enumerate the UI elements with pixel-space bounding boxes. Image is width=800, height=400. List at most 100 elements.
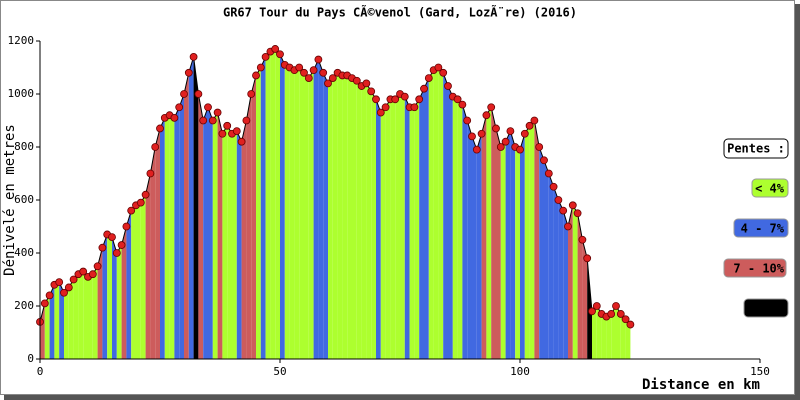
profile-point bbox=[520, 129, 529, 138]
profile-point bbox=[501, 137, 510, 146]
profile-point bbox=[55, 278, 64, 287]
profile-point bbox=[400, 92, 409, 101]
slope-stripe bbox=[361, 83, 367, 360]
slope-stripe bbox=[620, 313, 626, 359]
slope-stripe bbox=[476, 133, 482, 359]
profile-point bbox=[506, 127, 515, 136]
slope-stripe bbox=[534, 120, 540, 359]
slope-stripe bbox=[174, 107, 180, 359]
slope-stripe bbox=[188, 56, 194, 360]
slope-stripe bbox=[92, 266, 98, 359]
x-tick-label: 100 bbox=[510, 365, 530, 378]
slope-stripe bbox=[481, 115, 487, 359]
legend-swatch bbox=[751, 178, 789, 198]
profile-point bbox=[468, 132, 476, 141]
slope-stripe bbox=[500, 141, 506, 359]
x-tick-label: 50 bbox=[273, 365, 286, 378]
profile-point bbox=[612, 302, 620, 310]
slope-stripe bbox=[289, 67, 295, 359]
slope-stripe bbox=[433, 67, 439, 359]
legend-title: Pentes : bbox=[727, 142, 785, 156]
slope-stripe bbox=[203, 107, 208, 359]
slope-stripe bbox=[467, 120, 472, 359]
profile-point bbox=[93, 262, 102, 271]
slope-stripe bbox=[44, 295, 50, 359]
profile-point bbox=[549, 182, 558, 191]
slope-stripe bbox=[496, 128, 501, 359]
profile-point bbox=[516, 145, 524, 154]
profile-point bbox=[535, 143, 544, 151]
profile-point bbox=[79, 267, 88, 276]
slope-stripe bbox=[347, 75, 352, 359]
profile-point bbox=[554, 196, 563, 204]
slope-stripe bbox=[112, 237, 117, 359]
slope-stripe bbox=[323, 72, 328, 360]
profile-point bbox=[141, 190, 150, 199]
slope-stripe bbox=[49, 284, 55, 359]
profile-point bbox=[540, 156, 548, 165]
slope-stripe bbox=[510, 131, 516, 359]
slope-stripe bbox=[404, 96, 410, 360]
profile-point bbox=[314, 55, 323, 64]
profile-point bbox=[88, 270, 97, 279]
profile-point bbox=[136, 198, 145, 207]
x-axis-label: Distance en km bbox=[642, 377, 760, 393]
profile-point bbox=[256, 63, 265, 72]
slope-stripe bbox=[83, 271, 88, 359]
profile-point bbox=[156, 124, 164, 133]
slope-stripe bbox=[184, 72, 189, 360]
profile-point bbox=[568, 201, 577, 210]
slope-stripe bbox=[385, 99, 391, 360]
slope-stripe bbox=[222, 125, 228, 359]
profile-point bbox=[410, 103, 419, 112]
profile-point bbox=[458, 100, 467, 109]
slope-stripe bbox=[491, 107, 496, 359]
profile-point bbox=[607, 310, 616, 318]
profile-point bbox=[477, 129, 486, 138]
profile-point bbox=[381, 103, 390, 112]
slope-stripe bbox=[428, 70, 434, 360]
profile-point bbox=[127, 206, 136, 215]
slope-stripe bbox=[448, 86, 453, 360]
profile-point bbox=[453, 95, 462, 104]
profile-point bbox=[69, 275, 78, 284]
y-tick-label: 1200 bbox=[8, 34, 35, 47]
slope-stripe bbox=[452, 96, 458, 360]
profile-point bbox=[367, 87, 376, 96]
profile-point bbox=[64, 283, 73, 292]
slope-stripe bbox=[563, 210, 568, 359]
slope-stripe bbox=[217, 112, 223, 359]
profile-point bbox=[496, 143, 505, 151]
profile-point bbox=[122, 222, 131, 231]
slope-stripe bbox=[328, 78, 333, 359]
slope-stripe bbox=[380, 107, 386, 359]
profile-point bbox=[588, 307, 596, 316]
legend: Pentes : < 4% 4 - 7% 7 - 10% > 10% bbox=[723, 138, 789, 318]
profile-point bbox=[271, 45, 280, 53]
slope-stripe bbox=[260, 56, 266, 360]
slope-stripe bbox=[419, 88, 424, 359]
slope-stripe bbox=[472, 136, 477, 359]
profile-point bbox=[180, 90, 188, 98]
y-tick-label: 400 bbox=[14, 246, 34, 259]
slope-stripe bbox=[280, 54, 285, 359]
profile-point bbox=[463, 116, 472, 125]
slope-stripe bbox=[390, 99, 396, 360]
slope-stripe bbox=[592, 306, 597, 359]
x-tick-label: 150 bbox=[750, 365, 770, 378]
slope-stripe bbox=[414, 99, 420, 360]
slope-stripe bbox=[150, 147, 156, 359]
slope-stripe bbox=[395, 94, 400, 359]
slope-stripe bbox=[304, 72, 309, 360]
profile-point bbox=[194, 90, 203, 98]
slope-stripe bbox=[78, 271, 84, 359]
legend-label: > 10% bbox=[748, 302, 785, 316]
profile-point bbox=[204, 103, 212, 112]
slope-stripe bbox=[625, 319, 631, 359]
profile-point bbox=[376, 108, 385, 117]
profile-point bbox=[482, 111, 491, 120]
slope-stripe bbox=[539, 147, 544, 359]
legend-title-box bbox=[723, 138, 789, 159]
legend-swatch bbox=[743, 298, 789, 318]
profile-point bbox=[309, 66, 318, 75]
